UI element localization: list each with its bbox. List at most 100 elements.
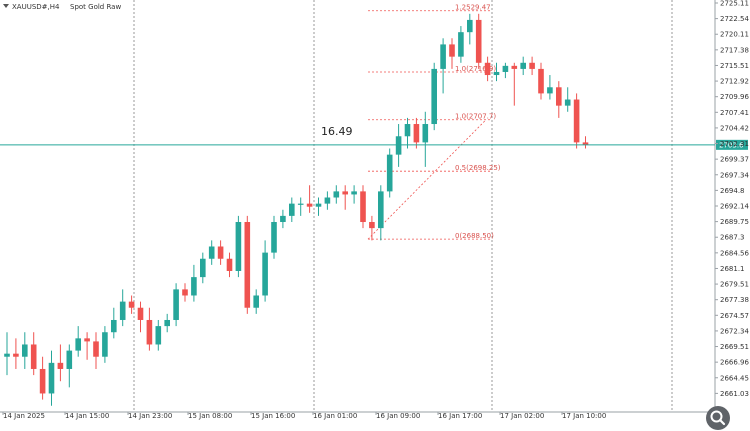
candle-body xyxy=(57,362,64,369)
candle-body xyxy=(458,32,464,57)
candle xyxy=(253,289,259,314)
vertical-gridlines xyxy=(133,0,673,412)
fib-level-label: 0(2688.50) xyxy=(455,232,494,240)
candle-body xyxy=(467,19,473,33)
candle-body xyxy=(306,203,313,207)
price-tick-label: 2669.51 xyxy=(720,343,749,351)
candle-body xyxy=(564,99,571,106)
candle-body xyxy=(137,307,144,320)
time-tick-label: 17 Jan 10:00 xyxy=(562,412,606,420)
candle-body xyxy=(102,332,108,357)
candle xyxy=(458,26,464,63)
candle xyxy=(440,38,446,94)
price-tick-label: 2674.57 xyxy=(720,312,749,320)
candle xyxy=(226,252,233,278)
candle-body xyxy=(511,65,518,69)
candle-body xyxy=(378,191,384,229)
candle-body xyxy=(262,252,268,296)
candle xyxy=(289,197,295,223)
symbol-name: XAUUSD#,H4 xyxy=(12,3,60,11)
candle-body xyxy=(128,301,135,308)
candle-body xyxy=(146,319,153,345)
candle xyxy=(413,117,420,149)
candle xyxy=(556,81,562,118)
candle xyxy=(217,240,224,265)
fib-level-label: 1.0(2716.9) xyxy=(455,65,496,73)
price-chart[interactable]: 1.2529.47 1.0(2716.9) 1.0(2707.7) 0.5(2698.… xyxy=(0,0,750,422)
candle-body xyxy=(324,197,331,204)
candle-body xyxy=(547,87,553,94)
magnifier-zoom-icon[interactable] xyxy=(705,405,731,431)
fib-level-label: 1.2529.47 xyxy=(455,4,491,12)
price-tick-label: 2689.75 xyxy=(720,218,749,226)
candle-body xyxy=(369,222,375,229)
candle xyxy=(200,252,206,284)
price-axis: 2725.11 2722.54 2720.11 2717.38 2715.51 2712.… xyxy=(715,0,749,398)
candle-body xyxy=(244,222,251,308)
candle xyxy=(30,332,37,376)
candle-body xyxy=(556,87,562,106)
candlestick-series xyxy=(4,13,589,406)
fibonacci-retracement[interactable]: 1.2529.47 1.0(2716.9) 1.0(2707.7) 0.5(2698.… xyxy=(367,4,501,240)
time-axis: 14 Jan 2025 14 Jan 15:00 14 Jan 23:00 15 Ja… xyxy=(2,412,606,420)
candle-body xyxy=(431,68,437,125)
time-tick-label: 14 Jan 23:00 xyxy=(128,412,172,420)
candle-body xyxy=(360,191,366,223)
candle-body xyxy=(191,277,197,296)
candle-body xyxy=(484,62,491,76)
candle xyxy=(315,197,322,216)
candle xyxy=(351,185,357,204)
candle-body xyxy=(173,289,179,320)
price-tick-label: 2687.3 xyxy=(720,234,745,242)
price-tick-label: 2720.11 xyxy=(720,31,749,39)
candle-body xyxy=(253,295,259,308)
candle xyxy=(573,93,580,149)
current-price-label: 2703.6 xyxy=(719,141,744,149)
fib-level-label: 1.0(2707.7) xyxy=(455,113,496,121)
price-tick-label: 2661.03 xyxy=(720,390,749,398)
candle xyxy=(511,62,518,106)
candle-body xyxy=(75,338,81,351)
fib-level-label: 0.5(2698.25) xyxy=(455,164,501,172)
candle xyxy=(84,332,90,360)
candle-body xyxy=(4,353,10,357)
price-tick-label: 2709.96 xyxy=(720,93,749,101)
price-tick-label: 2725.11 xyxy=(720,0,749,8)
candle xyxy=(146,307,153,351)
candle xyxy=(547,75,553,100)
candle xyxy=(297,197,304,216)
candle-body xyxy=(208,246,215,259)
candle xyxy=(386,148,393,198)
candle xyxy=(502,62,509,79)
candle-body xyxy=(520,62,526,69)
candle xyxy=(395,124,402,167)
candle xyxy=(422,111,429,167)
time-tick-label: 16 Jan 17:00 xyxy=(438,412,482,420)
current-price-box xyxy=(716,139,748,150)
candle-body xyxy=(395,136,402,155)
candle xyxy=(111,307,117,339)
candle xyxy=(280,209,286,229)
price-tick-label: 2664.45 xyxy=(720,374,749,382)
price-tick-label: 2681.1 xyxy=(720,265,745,273)
candle xyxy=(155,319,162,351)
annotation-label: 16.49 xyxy=(321,125,353,138)
candle xyxy=(182,283,188,302)
candle-body xyxy=(66,350,73,369)
candle xyxy=(244,215,251,314)
price-tick-label: 2715.51 xyxy=(720,62,749,70)
candle xyxy=(271,215,277,259)
candle-body xyxy=(538,68,544,94)
candle-body xyxy=(226,258,233,271)
dropdown-triangle-icon[interactable] xyxy=(3,4,9,8)
candle-body xyxy=(582,142,589,145)
candle-body xyxy=(271,222,277,253)
candle xyxy=(102,326,108,363)
candle-body xyxy=(93,341,99,357)
candle xyxy=(66,344,73,388)
candle-body xyxy=(119,301,126,320)
candle xyxy=(467,13,473,45)
candle-body xyxy=(342,191,348,195)
candle-body xyxy=(48,362,55,394)
candle-body xyxy=(440,44,446,69)
